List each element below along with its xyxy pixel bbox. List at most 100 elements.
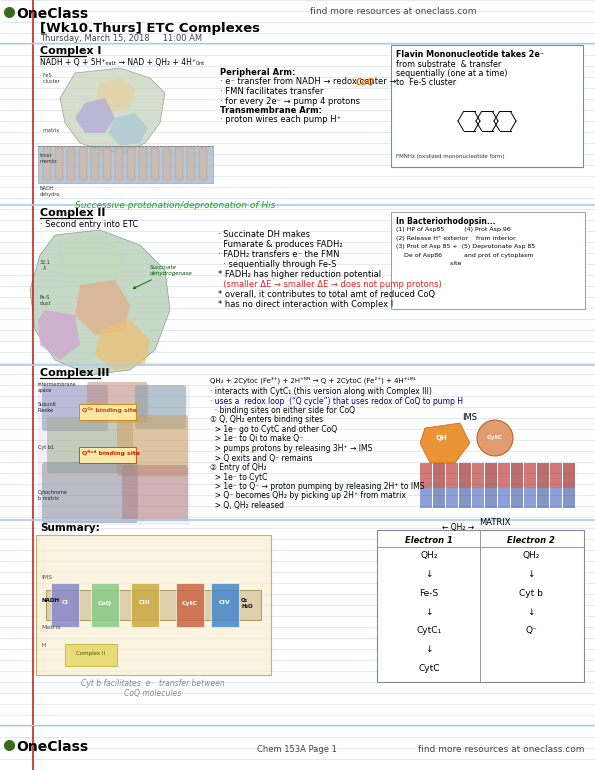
Text: CoQ: CoQ	[98, 601, 112, 605]
Bar	[36, 535, 271, 675]
Bar	[433, 463, 445, 488]
Text: QH₂: QH₂	[522, 551, 540, 560]
Bar	[115, 148, 123, 180]
Text: CIII: CIII	[139, 601, 151, 605]
Text: > 1e⁻ to CytC: > 1e⁻ to CytC	[210, 473, 267, 481]
Text: MATRIX: MATRIX	[479, 518, 511, 527]
Bar	[211, 583, 239, 627]
Text: ↓: ↓	[425, 608, 433, 617]
Text: Fe-S
clust: Fe-S clust	[40, 295, 52, 306]
Text: to  Fe-S cluster: to Fe-S cluster	[396, 78, 456, 87]
Text: Cyt b facilitates  e⁻  transfer between
CoQ molecules: Cyt b facilitates e⁻ transfer between Co…	[81, 679, 225, 698]
Text: ① Q, QH₂ enters binding sites: ① Q, QH₂ enters binding sites	[210, 416, 323, 424]
Text: CoQ: CoQ	[355, 78, 374, 86]
Text: * overall, it contributes to total amt of reduced CoQ: * overall, it contributes to total amt o…	[218, 290, 435, 299]
Text: CytC: CytC	[182, 601, 198, 605]
Bar	[187, 148, 195, 180]
FancyBboxPatch shape	[42, 385, 108, 431]
Bar	[139, 148, 147, 180]
Bar	[55, 148, 63, 180]
Text: (smaller ΔE → smaller ΔE → does not pump protons): (smaller ΔE → smaller ΔE → does not pump…	[218, 280, 441, 289]
Text: · FADH₂ transfers e⁻ the FMN: · FADH₂ transfers e⁻ the FMN	[218, 250, 340, 259]
Polygon shape	[75, 98, 115, 133]
Text: Complex II: Complex II	[40, 208, 105, 218]
Text: NADH: NADH	[41, 598, 59, 603]
Text: Qᴿᵉᵈ binding site: Qᴿᵉᵈ binding site	[82, 450, 140, 456]
Text: · interacts with CytC₁ (this version along with Complex III): · interacts with CytC₁ (this version alo…	[210, 387, 432, 396]
Text: H: H	[41, 643, 45, 648]
FancyBboxPatch shape	[47, 417, 133, 473]
Text: Transmembrane Arm:: Transmembrane Arm:	[220, 106, 322, 115]
Text: Matrix: Matrix	[41, 625, 61, 630]
Bar	[537, 463, 549, 488]
Polygon shape	[60, 68, 165, 153]
Bar	[524, 463, 536, 488]
Text: (1) HP of Asp85          (4) Prot Asp 96: (1) HP of Asp85 (4) Prot Asp 96	[396, 227, 511, 232]
Bar	[151, 148, 159, 180]
Bar	[103, 148, 111, 180]
Text: CytC₁: CytC₁	[416, 627, 441, 635]
Text: > Q⁻ becomes QH₂ by picking up 2H⁺ from matrix: > Q⁻ becomes QH₂ by picking up 2H⁺ from …	[210, 491, 406, 500]
Text: from substrate  & transfer: from substrate & transfer	[396, 60, 501, 69]
Bar	[79, 148, 87, 180]
Text: · matrix: · matrix	[40, 128, 60, 133]
Text: ↓: ↓	[527, 608, 535, 617]
Text: Electron 1: Electron 1	[405, 536, 453, 545]
Text: · Succinate DH makes: · Succinate DH makes	[218, 230, 310, 239]
Bar	[51, 583, 79, 627]
Text: > Q exits and Q⁻ remains: > Q exits and Q⁻ remains	[210, 454, 312, 463]
Text: CIV: CIV	[219, 601, 231, 605]
Bar	[46, 590, 261, 620]
Text: * FADH₂ has higher reduction potential: * FADH₂ has higher reduction potential	[218, 270, 381, 279]
Text: CI: CI	[61, 601, 68, 605]
Text: find more resources at oneclass.com: find more resources at oneclass.com	[310, 7, 477, 16]
Bar	[485, 488, 497, 508]
Polygon shape	[95, 78, 135, 113]
Text: sequentially (one at a time): sequentially (one at a time)	[396, 69, 508, 78]
Bar	[91, 148, 99, 180]
Bar	[472, 488, 484, 508]
Bar	[127, 148, 135, 180]
Bar	[176, 583, 204, 627]
Text: > pumps protons by releasing 3H⁺ → IMS: > pumps protons by releasing 3H⁺ → IMS	[210, 444, 372, 453]
Text: · sequentially through Fe-S: · sequentially through Fe-S	[218, 260, 336, 269]
Text: ↓: ↓	[425, 645, 433, 654]
Text: In Bacteriorhodopsin...: In Bacteriorhodopsin...	[396, 217, 496, 226]
Text: · FeS
  cluster: · FeS cluster	[40, 73, 60, 84]
Bar	[43, 148, 51, 180]
Bar	[550, 463, 562, 488]
Text: find more resources at oneclass.com: find more resources at oneclass.com	[418, 745, 585, 754]
Text: · Second entry into ETC: · Second entry into ETC	[40, 220, 138, 229]
Bar	[420, 463, 432, 488]
Bar	[472, 463, 484, 488]
Text: (3) Prot of Asp 85 +  (5) Deprotonate Asp 85: (3) Prot of Asp 85 + (5) Deprotonate Asp…	[396, 244, 536, 249]
Text: 32.1
  Å: 32.1 Å	[40, 260, 51, 271]
Bar	[563, 488, 575, 508]
Text: Cyt b: Cyt b	[519, 589, 543, 598]
Text: Complex I: Complex I	[40, 46, 101, 56]
Text: inner
membr.: inner membr.	[40, 153, 59, 164]
FancyBboxPatch shape	[117, 415, 188, 476]
Text: OneClass: OneClass	[16, 7, 88, 21]
Text: QH₂ + 2Cytoc (Fe³⁺) + 2H⁺ᴺᴺ → Q + 2CytoC (Fe²⁺) + 4H⁺ᴸᴹᴸ: QH₂ + 2Cytoc (Fe³⁺) + 2H⁺ᴺᴺ → Q + 2CytoC…	[210, 376, 416, 383]
Text: · proton wires each pump H⁺: · proton wires each pump H⁺	[220, 116, 341, 125]
Text: [Wk10.Thurs] ETC Complexes: [Wk10.Thurs] ETC Complexes	[40, 22, 260, 35]
Text: De of Asp86           and prot of cytoplasm: De of Asp86 and prot of cytoplasm	[396, 253, 533, 257]
Bar	[511, 488, 523, 508]
Polygon shape	[95, 320, 150, 370]
Text: Complex III: Complex III	[40, 368, 109, 378]
Bar	[498, 488, 510, 508]
Text: > 1e⁻ to Q⁻ → proton pumping by releasing 2H⁺ to IMS: > 1e⁻ to Q⁻ → proton pumping by releasin…	[210, 482, 424, 491]
Text: > 1e⁻ to Qi to make Q⁻: > 1e⁻ to Qi to make Q⁻	[210, 434, 303, 444]
Polygon shape	[420, 423, 470, 463]
Text: Successive protonation/deprotonation of His: Successive protonation/deprotonation of …	[75, 201, 275, 210]
Text: Qᴼˣ binding site: Qᴼˣ binding site	[82, 407, 137, 413]
Bar	[459, 488, 471, 508]
Text: Subunit
Rieske: Subunit Rieske	[38, 402, 57, 413]
Polygon shape	[55, 235, 125, 290]
Bar	[67, 148, 75, 180]
Bar	[459, 463, 471, 488]
Text: Summary:: Summary:	[40, 523, 100, 533]
Polygon shape	[38, 385, 190, 525]
Bar	[524, 488, 536, 508]
